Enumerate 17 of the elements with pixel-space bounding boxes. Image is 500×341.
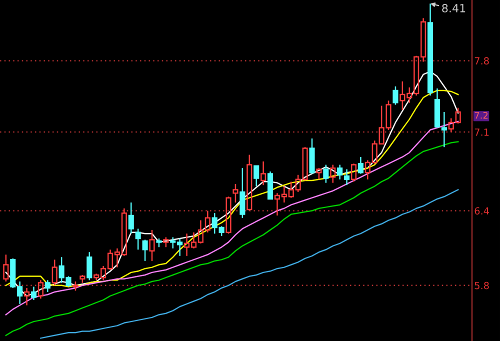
text: 7.2 <box>474 112 488 119</box>
y-tick-label: 7.8 <box>474 57 489 65</box>
candlestick <box>149 229 155 262</box>
candlestick <box>344 168 350 186</box>
y-tick-label: 6.4 <box>474 207 489 215</box>
y-tick-label: 7.1 <box>474 128 489 136</box>
candlestick <box>30 286 37 301</box>
candlestick <box>38 280 44 300</box>
candlestick <box>128 202 134 234</box>
line-series <box>5 141 459 336</box>
candlestick <box>427 2 434 96</box>
line-series <box>40 189 459 339</box>
annotation: 8.41 <box>442 4 466 12</box>
candlestick <box>44 280 50 293</box>
candlestick <box>24 287 30 306</box>
y-tick-label: 5.8 <box>474 282 489 290</box>
candlestick <box>260 160 266 186</box>
